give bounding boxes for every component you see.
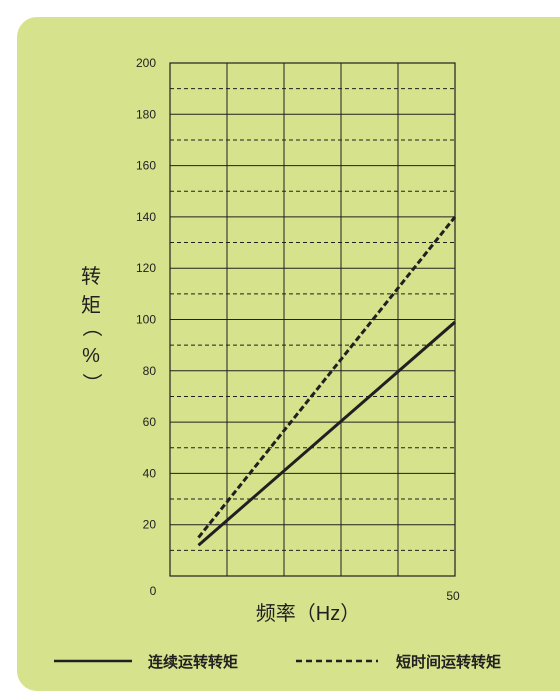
x-tick-label: 50	[446, 589, 460, 603]
legend-label-continuous: 连续运转转矩	[148, 653, 238, 671]
chart-panel	[17, 17, 560, 691]
x-tick-label: 0	[150, 584, 157, 598]
y-axis-title-char: %	[82, 345, 100, 367]
legend: 连续运转转矩 短时间运转转矩	[54, 653, 501, 671]
chart-grid	[169, 62, 456, 577]
y-axis-title-char: （	[80, 317, 103, 337]
y-axis-title: 转 矩 （ % ）	[80, 265, 103, 393]
series-line-continuous	[197, 320, 456, 547]
y-tick-label: 20	[143, 518, 157, 532]
y-tick-label: 100	[136, 313, 156, 327]
chart-series	[197, 215, 457, 547]
y-tick-label: 80	[143, 364, 157, 378]
legend-label-short-time: 短时间运转转矩	[396, 653, 501, 671]
y-axis-title-char: ）	[80, 373, 103, 393]
y-tick-label: 120	[136, 261, 156, 275]
y-tick-label: 140	[136, 210, 156, 224]
series-line-short-time	[197, 215, 457, 539]
x-axis-title: 频率（Hz）	[256, 602, 360, 625]
y-axis-title-char: 转	[81, 265, 101, 288]
chart-ticks: 20 40 60 80 100 120 140 160 180 200 0 50	[136, 56, 460, 603]
y-axis-title-char: 矩	[81, 294, 101, 317]
y-tick-label: 200	[136, 56, 156, 70]
y-tick-label: 60	[143, 415, 157, 429]
y-tick-label: 160	[136, 159, 156, 173]
y-tick-label: 180	[136, 107, 156, 121]
y-tick-label: 40	[143, 466, 157, 480]
